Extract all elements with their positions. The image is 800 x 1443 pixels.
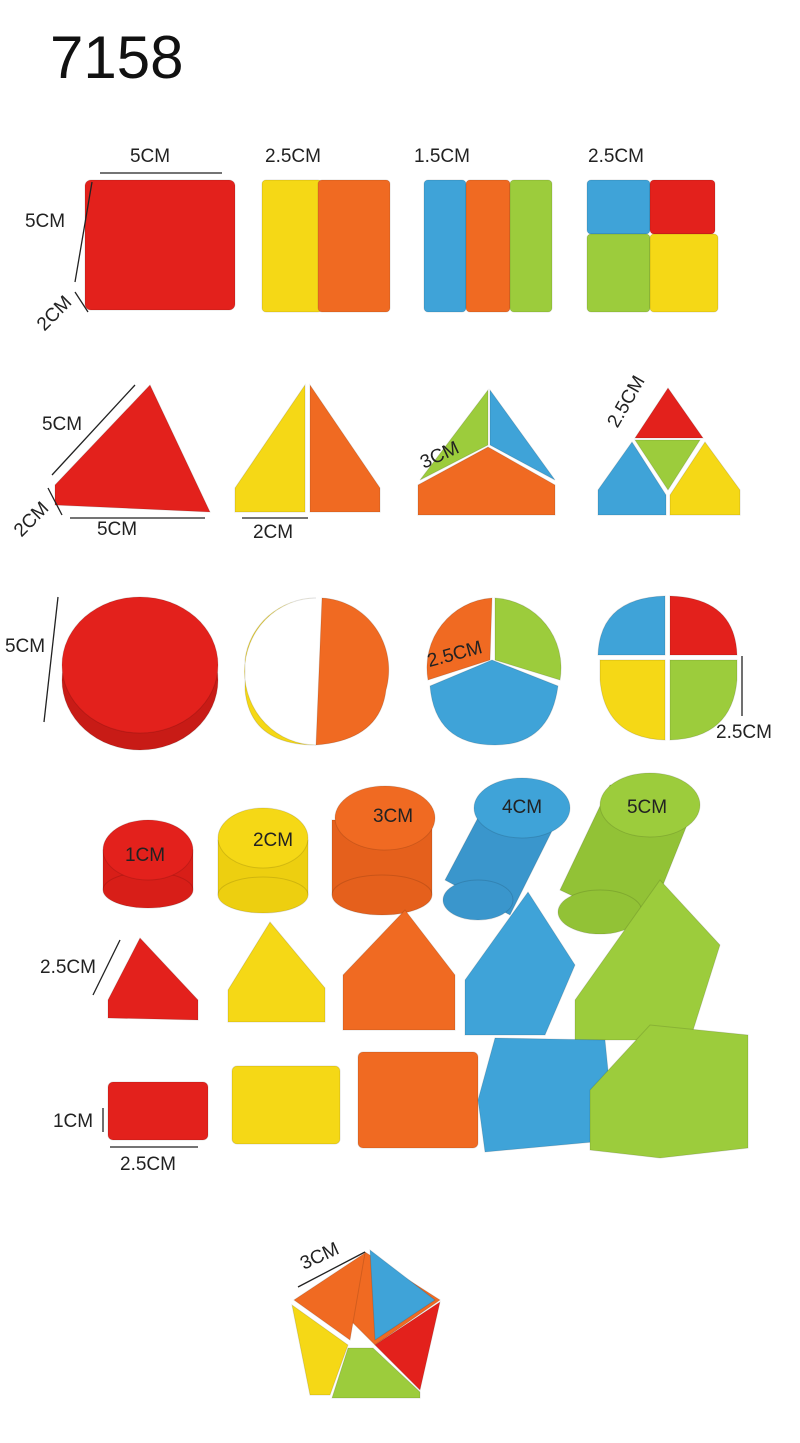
dimension-label: 2.5CM [120, 1154, 176, 1175]
dimension-label: 2.5CM [588, 146, 644, 167]
dimension-label: 2CM [10, 498, 53, 541]
dimension-label: 2CM [253, 830, 293, 851]
row-cuboids [102, 1024, 749, 1159]
row-circles [43, 595, 743, 751]
dimension-label: 5CM [97, 519, 137, 540]
dimension-label: 3CM [297, 1239, 342, 1275]
dimension-label: 2.5CM [265, 146, 321, 167]
row-triangles [47, 383, 741, 519]
dimension-label: 2CM [253, 522, 293, 543]
dimension-label: 1.5CM [414, 146, 470, 167]
dimension-label: 4CM [502, 797, 542, 818]
dimension-label: 5CM [25, 211, 65, 232]
row-rectangles [74, 172, 719, 313]
row-triangular-prisms [92, 879, 721, 1041]
dimension-label: 2CM [33, 292, 76, 335]
dimension-label: 5CM [130, 146, 170, 167]
dimension-label: 3CM [373, 806, 413, 827]
dimension-label: 1CM [125, 845, 165, 866]
row-cylinders [102, 772, 701, 935]
dimension-label: 1CM [53, 1111, 93, 1132]
dimension-label: 2.5CM [716, 722, 772, 743]
pentagon-puzzle [291, 1248, 441, 1399]
dimension-label: 5CM [5, 636, 45, 657]
dimension-label: 2.5CM [603, 372, 649, 431]
model-number: 7158 [50, 24, 183, 91]
dimension-label: 5CM [627, 797, 667, 818]
dimension-label: 2.5CM [40, 957, 96, 978]
dimension-label: 5CM [42, 414, 82, 435]
